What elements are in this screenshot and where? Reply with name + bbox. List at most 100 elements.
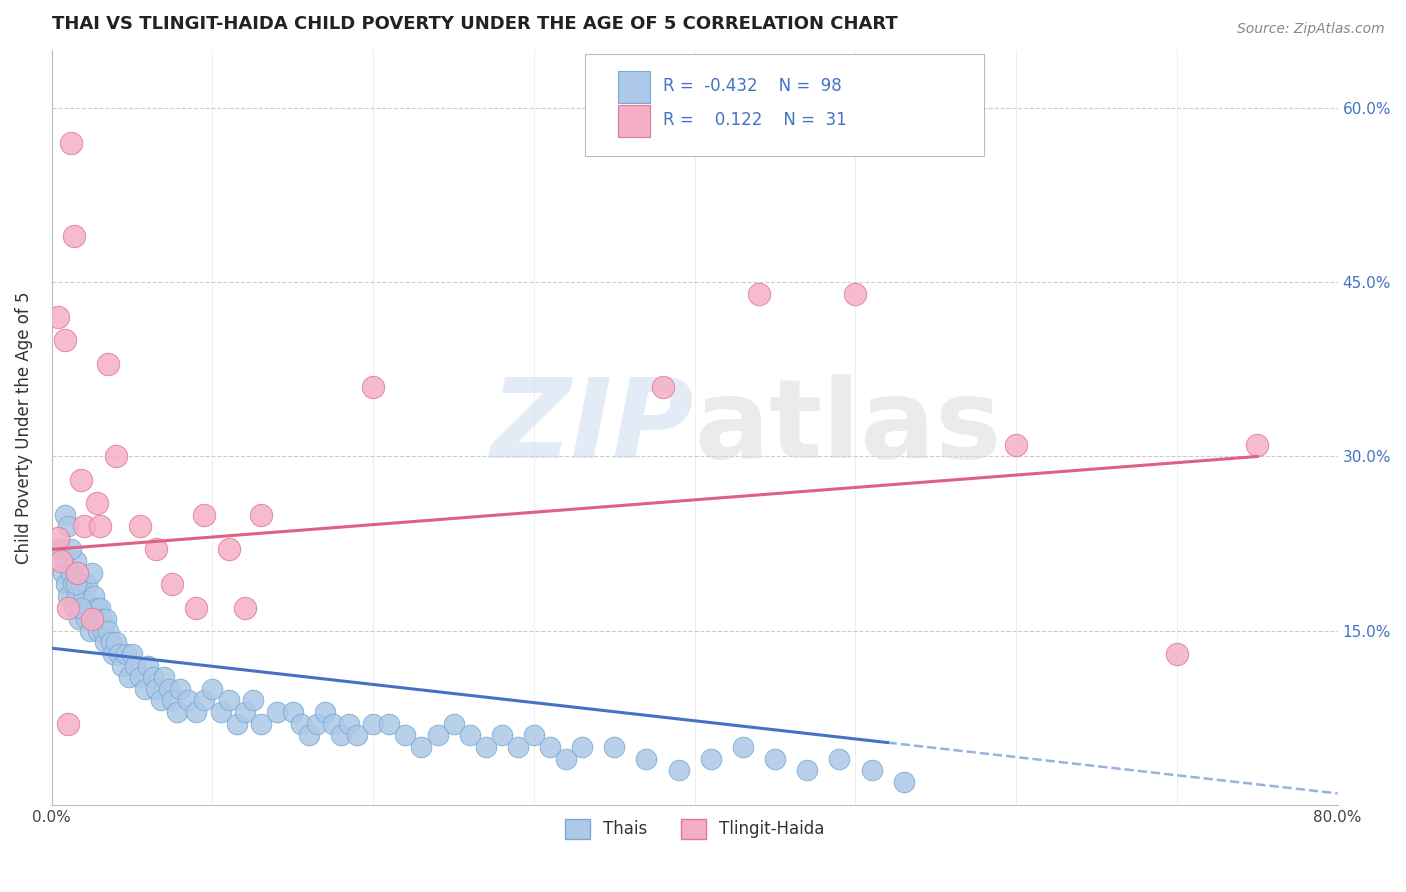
Point bbox=[53, 508, 76, 522]
Point bbox=[134, 681, 156, 696]
Point bbox=[89, 600, 111, 615]
Point bbox=[46, 531, 69, 545]
Point bbox=[443, 716, 465, 731]
Text: R =    0.122    N =  31: R = 0.122 N = 31 bbox=[662, 112, 846, 129]
Point bbox=[73, 589, 96, 603]
Point bbox=[63, 600, 86, 615]
Point bbox=[361, 716, 384, 731]
Point bbox=[55, 577, 77, 591]
Point bbox=[233, 600, 256, 615]
Point bbox=[458, 728, 481, 742]
Point bbox=[96, 612, 118, 626]
Point bbox=[80, 566, 103, 580]
Point bbox=[651, 380, 673, 394]
FancyBboxPatch shape bbox=[617, 105, 650, 136]
Point bbox=[290, 716, 312, 731]
Point bbox=[201, 681, 224, 696]
Point bbox=[118, 670, 141, 684]
Point bbox=[84, 612, 107, 626]
Point bbox=[162, 577, 184, 591]
Text: THAI VS TLINGIT-HAIDA CHILD POVERTY UNDER THE AGE OF 5 CORRELATION CHART: THAI VS TLINGIT-HAIDA CHILD POVERTY UNDE… bbox=[52, 15, 897, 33]
Point bbox=[51, 554, 73, 568]
Point bbox=[69, 473, 91, 487]
Point bbox=[60, 136, 83, 150]
Point bbox=[242, 693, 264, 707]
Point bbox=[97, 624, 120, 638]
Point bbox=[129, 519, 152, 533]
Point bbox=[157, 681, 180, 696]
FancyBboxPatch shape bbox=[585, 54, 984, 155]
Point bbox=[426, 728, 449, 742]
FancyBboxPatch shape bbox=[617, 71, 650, 103]
Point bbox=[91, 624, 114, 638]
Point bbox=[60, 542, 83, 557]
Point bbox=[69, 600, 91, 615]
Point bbox=[186, 705, 208, 719]
Point bbox=[129, 670, 152, 684]
Point bbox=[90, 612, 112, 626]
Point bbox=[700, 751, 723, 765]
Point bbox=[233, 705, 256, 719]
Point bbox=[763, 751, 786, 765]
Point bbox=[1246, 438, 1268, 452]
Point bbox=[69, 577, 91, 591]
Point bbox=[145, 542, 167, 557]
Point bbox=[636, 751, 658, 765]
Y-axis label: Child Poverty Under the Age of 5: Child Poverty Under the Age of 5 bbox=[15, 291, 32, 564]
Point bbox=[56, 716, 79, 731]
Point bbox=[844, 286, 866, 301]
Point bbox=[105, 635, 128, 649]
Point bbox=[337, 716, 360, 731]
Point bbox=[860, 763, 883, 777]
Point bbox=[411, 739, 433, 754]
Point bbox=[66, 589, 89, 603]
Point bbox=[218, 542, 240, 557]
Point bbox=[193, 508, 215, 522]
Point bbox=[108, 647, 131, 661]
Point bbox=[330, 728, 353, 742]
Point bbox=[169, 681, 191, 696]
Point bbox=[523, 728, 546, 742]
Point bbox=[177, 693, 200, 707]
Point bbox=[60, 566, 83, 580]
Point bbox=[571, 739, 593, 754]
Point bbox=[66, 566, 89, 580]
Point bbox=[1166, 647, 1188, 661]
Point bbox=[65, 554, 87, 568]
Point bbox=[65, 577, 87, 591]
Point bbox=[89, 519, 111, 533]
Point bbox=[56, 600, 79, 615]
Point bbox=[56, 519, 79, 533]
Point bbox=[79, 624, 101, 638]
Point bbox=[491, 728, 513, 742]
Point bbox=[748, 286, 770, 301]
Point bbox=[162, 693, 184, 707]
Point bbox=[86, 600, 108, 615]
Point bbox=[218, 693, 240, 707]
Point bbox=[124, 658, 146, 673]
Point bbox=[828, 751, 851, 765]
Point bbox=[49, 542, 72, 557]
Point bbox=[249, 508, 271, 522]
Point bbox=[80, 612, 103, 626]
Point bbox=[75, 612, 97, 626]
Point bbox=[142, 670, 165, 684]
Point bbox=[346, 728, 368, 742]
Point bbox=[62, 577, 84, 591]
Point bbox=[555, 751, 578, 765]
Point bbox=[186, 600, 208, 615]
Text: R =  -0.432    N =  98: R = -0.432 N = 98 bbox=[662, 77, 841, 95]
Point bbox=[72, 600, 94, 615]
Point bbox=[52, 566, 75, 580]
Point bbox=[100, 635, 122, 649]
Point bbox=[111, 658, 134, 673]
Point bbox=[394, 728, 416, 742]
Point bbox=[668, 763, 690, 777]
Point bbox=[53, 554, 76, 568]
Point bbox=[361, 380, 384, 394]
Point bbox=[322, 716, 344, 731]
Text: atlas: atlas bbox=[695, 374, 1002, 481]
Point bbox=[46, 310, 69, 324]
Text: Source: ZipAtlas.com: Source: ZipAtlas.com bbox=[1237, 22, 1385, 37]
Point bbox=[105, 450, 128, 464]
